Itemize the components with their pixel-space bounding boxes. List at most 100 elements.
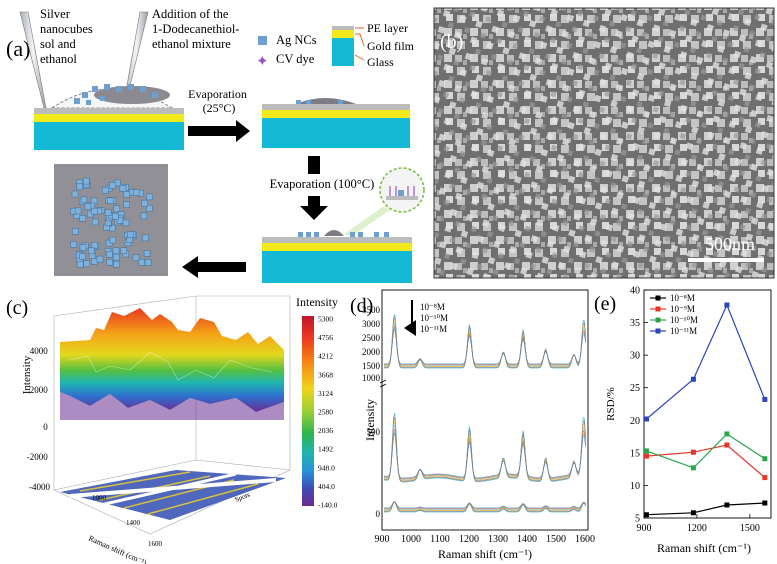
spectrum-line (384, 319, 586, 367)
svg-text:10⁻¹¹M: 10⁻¹¹M (420, 324, 447, 334)
data-point (643, 453, 649, 459)
ag-nanocube (70, 241, 77, 248)
pe-layer (34, 108, 184, 114)
intensity-surface (60, 308, 284, 412)
x-tick: 1500 (740, 523, 760, 534)
y-axis-label: RSD/% (605, 387, 617, 421)
ag-nanocube (88, 247, 95, 255)
ag-nanocube (80, 196, 88, 204)
colorbar-tick: 1492 (318, 445, 333, 454)
svg-text:500: 500 (367, 427, 381, 437)
data-point (762, 475, 768, 481)
data-point (643, 448, 649, 454)
ag-nanocube (79, 215, 86, 222)
legend-cv: CV dye (276, 52, 315, 66)
x-axis-label: Raman shift (cm⁻¹) (438, 547, 532, 561)
ag-nanocube (113, 260, 120, 268)
svg-text:1000: 1000 (362, 373, 381, 383)
ag-nanocube (143, 250, 151, 257)
data-point (762, 396, 768, 402)
x-tick: 900 (637, 523, 652, 534)
ag-nanocube (113, 205, 121, 213)
svg-text:2000: 2000 (362, 347, 381, 357)
data-point (690, 376, 696, 382)
ag-nanocube (138, 259, 145, 266)
spectrum-line (383, 420, 586, 481)
colorbar-ticks: 5300 4756 4212 3668 3124 2580 2036 1492 948.0 404… (318, 315, 338, 510)
ag-nanocube (91, 258, 98, 265)
panel-d: (d) Intensity 3500 3000 2500 2000 1500 1… (350, 289, 596, 561)
x-axis-label: Raman shift (cm⁻¹) (87, 534, 148, 564)
spectrum-line (384, 501, 586, 511)
plot-frame (381, 289, 589, 531)
spectrum-line (384, 313, 586, 369)
ag-nanocube (122, 219, 130, 227)
svg-text:900: 900 (375, 534, 390, 545)
zoom-beam (344, 206, 390, 236)
panel-c-label: (c) (6, 297, 28, 319)
y-tick: 10 (630, 481, 640, 492)
y-tick: 25 (630, 383, 640, 394)
svg-text:10⁻¹⁰M: 10⁻¹⁰M (420, 313, 448, 323)
spectrum-line (384, 501, 586, 509)
legend-pe: PE layer (367, 21, 408, 35)
ag-nanocube (84, 203, 92, 210)
data-point (690, 465, 696, 471)
sem-image-texture (434, 8, 774, 278)
ag-nanocube (123, 201, 130, 208)
ag-nanocube (71, 190, 79, 198)
panel-b: (b) 500nm (433, 7, 775, 279)
svg-text:1200: 1200 (459, 534, 479, 545)
colorbar-tick: 3124 (318, 389, 333, 398)
spectrum-line (384, 501, 586, 513)
x-ticks: 1000 1400 1600 (92, 494, 163, 548)
y-tick: 35 (630, 318, 640, 329)
colorbar-tick: -140.0 (318, 501, 338, 510)
series-line (646, 433, 766, 469)
ag-nanocube (79, 253, 86, 260)
panel-b-label: (b) (440, 31, 463, 53)
ag-nanocube (141, 199, 148, 207)
legend-marker (655, 295, 661, 301)
legend-ag: Ag NCs (276, 33, 317, 47)
legend-gold: Gold film (367, 39, 415, 53)
cv-dye-icon: ✦ (256, 54, 269, 70)
legend-marker (655, 317, 661, 323)
glass (34, 122, 184, 150)
data-point (643, 416, 649, 422)
y-axis-label: Intensity (363, 399, 377, 441)
svg-text:1600: 1600 (575, 534, 595, 545)
scale-bar-label: 500nm (705, 234, 755, 254)
ag-nanocube (74, 207, 82, 215)
x-ticks: 900 1000 1100 1200 1300 1400 1500 1600 (375, 534, 596, 545)
ag-nc-legend-icon (258, 36, 267, 45)
substrate-start (34, 84, 184, 150)
down-arrow-icon (300, 196, 328, 220)
spectrum-line (383, 428, 586, 480)
data-point (724, 431, 730, 437)
ag-nanocube (109, 182, 116, 189)
panel-a: (a) Silver nanocubes sol and ethanol Add… (6, 7, 425, 283)
y-tick: 15 (630, 448, 640, 459)
spectrum-line (384, 321, 586, 366)
ag-nanocube (119, 185, 127, 192)
ag-nanocube (112, 247, 120, 255)
surface-base (60, 392, 284, 420)
colorbar-tick: 3668 (318, 370, 333, 379)
panel-e-label: (e) (594, 293, 616, 315)
scale-bar (688, 258, 764, 262)
z-axis-label: Intensity (21, 355, 33, 394)
svg-text:3500: 3500 (362, 305, 381, 315)
series-line (646, 444, 766, 479)
ag-nanocube (92, 218, 99, 226)
legend-gold-swatch (332, 30, 354, 38)
z-ticks: 4000 2000 0 -2000 -4000 (27, 346, 51, 492)
legend: 10⁻⁸M 10⁻¹⁰M 10⁻¹¹M (420, 302, 448, 334)
ag-nanocube (91, 242, 98, 249)
x-tick: 1200 (687, 523, 707, 534)
data-point (690, 449, 696, 455)
legend-glass-swatch (332, 38, 354, 66)
panel-a-label: (a) (6, 36, 30, 61)
ag-nanocube (106, 251, 113, 258)
